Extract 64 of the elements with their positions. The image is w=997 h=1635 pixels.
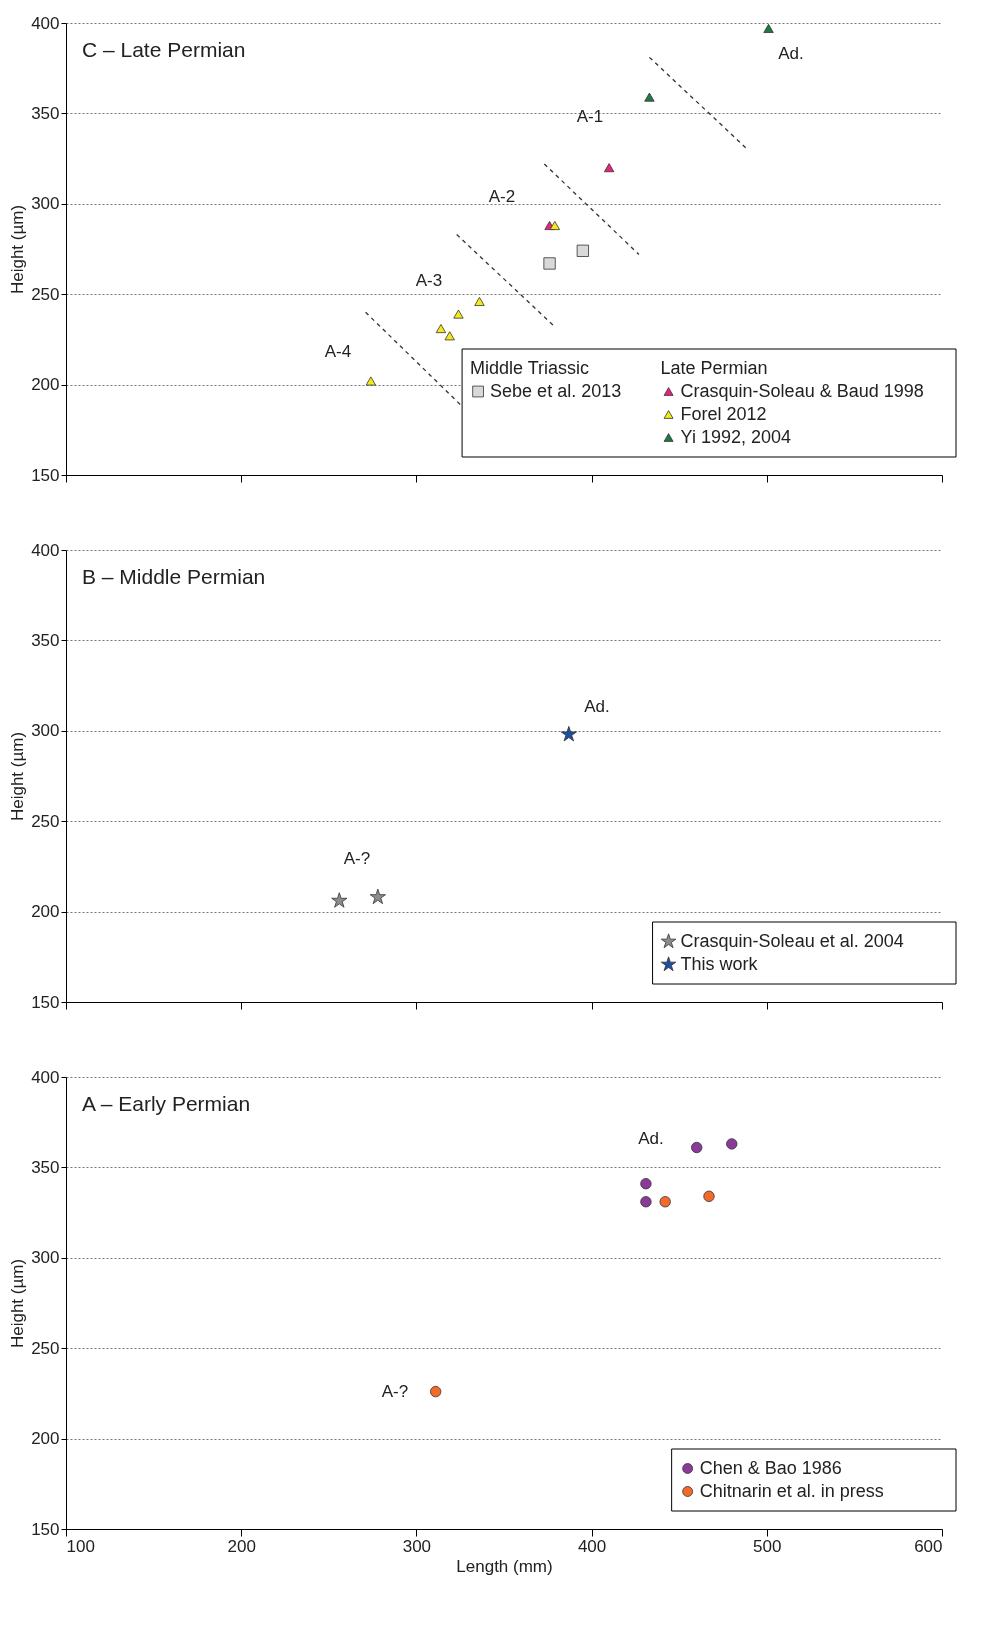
point (331, 892, 348, 908)
point (576, 244, 589, 257)
legend-label: Crasquin-Soleau et al. 2004 (680, 930, 904, 951)
annotation: A-? (381, 1382, 409, 1401)
annotation: Middle Triassic (470, 357, 590, 378)
y-axis-title: Height (µm) (8, 731, 28, 822)
y-tick-label: 200 (31, 1429, 60, 1449)
annotation: Ad. (638, 1129, 664, 1148)
y-tick-label: 150 (31, 1519, 60, 1539)
annotation: Late Permian (660, 357, 768, 378)
point (763, 23, 774, 33)
legend-label: Forel 2012 (680, 403, 767, 424)
x-tick-label: 100 (66, 1536, 95, 1556)
legend-label: Crasquin-Soleau & Baud 1998 (680, 380, 924, 401)
y-tick-label: 400 (31, 540, 60, 560)
y-tick-label: 400 (31, 13, 60, 33)
y-tick-label: 250 (31, 811, 60, 831)
legend-label: Chen & Bao 1986 (699, 1457, 842, 1478)
y-axis-title: Height (µm) (8, 204, 28, 295)
legend-label: Yi 1992, 2004 (680, 426, 792, 447)
x-tick-label: 500 (753, 1536, 782, 1556)
y-tick-label: 350 (31, 630, 60, 650)
y-tick-label: 150 (31, 465, 60, 485)
legend-label: Sebe et al. 2013 (490, 380, 622, 401)
point (444, 331, 455, 341)
y-axis-title: Height (µm) (8, 1258, 28, 1349)
point (603, 163, 615, 173)
point (365, 376, 376, 386)
x-tick-label: 600 (914, 1536, 943, 1556)
y-tick-label: 250 (31, 1338, 60, 1358)
point (474, 296, 485, 306)
legend-label: This work (680, 953, 759, 974)
y-tick-label: 250 (31, 284, 60, 304)
annotation: A-2 (488, 187, 516, 206)
x-tick-label: 300 (402, 1536, 432, 1556)
x-tick-label: 200 (227, 1536, 256, 1556)
y-tick-label: 150 (31, 992, 60, 1012)
y-tick-label: 300 (31, 1248, 60, 1268)
y-tick-label: 200 (31, 375, 60, 395)
text: B – Middle Permian (82, 565, 266, 588)
annotation: A-4 (324, 342, 352, 361)
y-tick-label: 350 (31, 1157, 60, 1177)
point (453, 309, 464, 319)
y-tick-label: 350 (31, 103, 60, 123)
annotation: Ad. (778, 44, 804, 63)
annotation: A-? (343, 849, 371, 868)
x-axis-title: Length (mm) (456, 1556, 553, 1576)
text: A – Early Permian (82, 1092, 251, 1115)
legend-label: Chitnarin et al. in press (699, 1480, 884, 1501)
point (543, 257, 556, 270)
x-tick-label: 400 (577, 1536, 607, 1556)
annotation: A-1 (576, 107, 604, 126)
annotation: Ad. (584, 697, 610, 716)
point (435, 324, 447, 334)
point (549, 220, 560, 230)
point (560, 725, 577, 742)
y-tick-label: 300 (31, 194, 60, 214)
y-tick-label: 400 (31, 1067, 60, 1087)
text: C – Late Permian (82, 38, 246, 61)
y-tick-label: 300 (31, 721, 60, 741)
y-tick-label: 200 (31, 902, 60, 922)
point (369, 888, 386, 905)
point (644, 92, 655, 102)
annotation: A-3 (415, 271, 443, 290)
